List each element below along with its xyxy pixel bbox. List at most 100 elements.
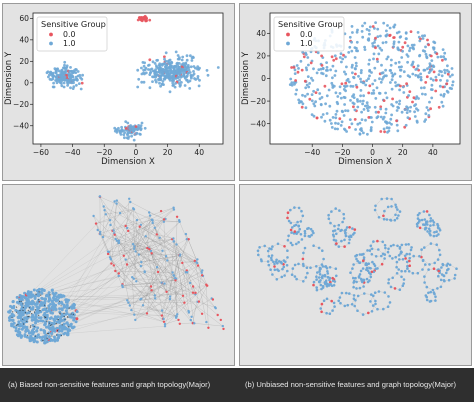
node-group-1 — [333, 229, 337, 232]
point-group-1 — [448, 75, 452, 78]
graph-edge — [174, 278, 177, 317]
node-group-1 — [370, 253, 374, 256]
point-group-1 — [398, 88, 401, 92]
graph-edge — [154, 227, 196, 294]
node-group-1 — [28, 295, 32, 299]
node-group-1 — [312, 244, 315, 247]
point-group-1 — [362, 131, 365, 135]
point-group-1 — [81, 73, 84, 77]
graph-edge — [187, 261, 196, 273]
node-group-1 — [369, 275, 373, 279]
graph-nodes — [7, 195, 225, 345]
node-group-1 — [293, 206, 296, 209]
node-group-1 — [37, 316, 41, 320]
point-group-1 — [129, 129, 133, 132]
node-group-1 — [389, 219, 393, 222]
graph-edge — [173, 238, 185, 303]
point-group-0 — [408, 90, 412, 93]
node-core — [64, 318, 66, 321]
point-group-1 — [366, 106, 369, 110]
node-group-1 — [135, 218, 139, 222]
legend-marker-group-1 — [286, 41, 290, 46]
node-group-0 — [191, 291, 195, 294]
point-group-1 — [366, 104, 369, 107]
point-group-1 — [177, 65, 181, 69]
node-group-0 — [286, 216, 289, 220]
point-group-1 — [374, 21, 377, 24]
node-group-1 — [402, 278, 406, 281]
graph-edge — [132, 277, 135, 315]
node-group-1 — [172, 208, 176, 211]
node-group-1 — [355, 257, 358, 261]
node-group-1 — [27, 331, 31, 335]
node-group-1 — [337, 227, 340, 231]
node-group-1 — [143, 270, 146, 273]
node-group-1 — [149, 249, 153, 253]
point-group-1 — [366, 132, 369, 136]
node-group-1 — [438, 253, 442, 257]
node-group-1 — [92, 214, 95, 218]
node-group-1 — [407, 243, 410, 246]
node-group-1 — [37, 309, 40, 313]
point-group-0 — [355, 85, 359, 89]
legend-label-group-0: 0.0 — [63, 30, 75, 39]
point-group-1 — [362, 94, 365, 98]
graph-edge — [194, 323, 223, 327]
node-group-1 — [33, 295, 37, 299]
point-group-1 — [185, 74, 189, 78]
node-core — [57, 330, 59, 332]
node-group-1 — [115, 199, 119, 202]
node-core — [38, 314, 40, 317]
point-group-1 — [407, 94, 410, 97]
point-group-1 — [376, 60, 379, 63]
node-group-1 — [370, 247, 374, 251]
node-group-0 — [222, 327, 225, 331]
point-group-1 — [406, 116, 410, 119]
node-group-1 — [42, 335, 45, 339]
graph-edge — [169, 239, 187, 300]
graph-edge — [132, 219, 152, 245]
node-group-1 — [436, 258, 440, 261]
point-group-1 — [181, 75, 184, 78]
point-group-1 — [418, 39, 422, 43]
node-group-1 — [176, 313, 179, 316]
graph-plot-unbiased — [256, 197, 458, 316]
node-group-1 — [406, 264, 409, 268]
node-group-1 — [49, 310, 53, 314]
point-group-1 — [390, 71, 394, 75]
node-group-1 — [132, 208, 136, 211]
graph-edge — [135, 282, 191, 321]
node-core — [51, 335, 53, 337]
node-group-1 — [400, 243, 404, 247]
node-group-0 — [425, 210, 429, 213]
node-group-1 — [366, 249, 369, 252]
point-group-1 — [297, 67, 300, 70]
node-group-1 — [418, 212, 421, 215]
point-group-1 — [335, 109, 339, 113]
x-axis-label: Dimension X — [338, 157, 392, 167]
node-group-1 — [201, 269, 204, 272]
point-group-1 — [373, 41, 376, 44]
node-group-1 — [362, 256, 366, 259]
point-group-1 — [342, 114, 346, 117]
graph-edge — [33, 244, 134, 296]
point-group-1 — [379, 107, 383, 111]
node-group-0 — [122, 254, 126, 257]
node-group-1 — [445, 271, 448, 275]
point-group-1 — [347, 51, 351, 54]
point-group-1 — [360, 30, 364, 33]
graph-edge — [23, 300, 163, 311]
point-group-1 — [374, 110, 378, 114]
node-group-1 — [115, 202, 118, 205]
point-group-1 — [333, 74, 337, 77]
node-group-1 — [428, 300, 432, 303]
point-group-1 — [310, 99, 314, 103]
point-group-1 — [355, 64, 358, 68]
point-group-1 — [65, 64, 69, 68]
point-group-1 — [344, 109, 347, 112]
node-group-1 — [74, 320, 78, 324]
graph-edge — [164, 272, 173, 284]
point-group-1 — [445, 79, 449, 83]
point-group-1 — [149, 70, 153, 74]
